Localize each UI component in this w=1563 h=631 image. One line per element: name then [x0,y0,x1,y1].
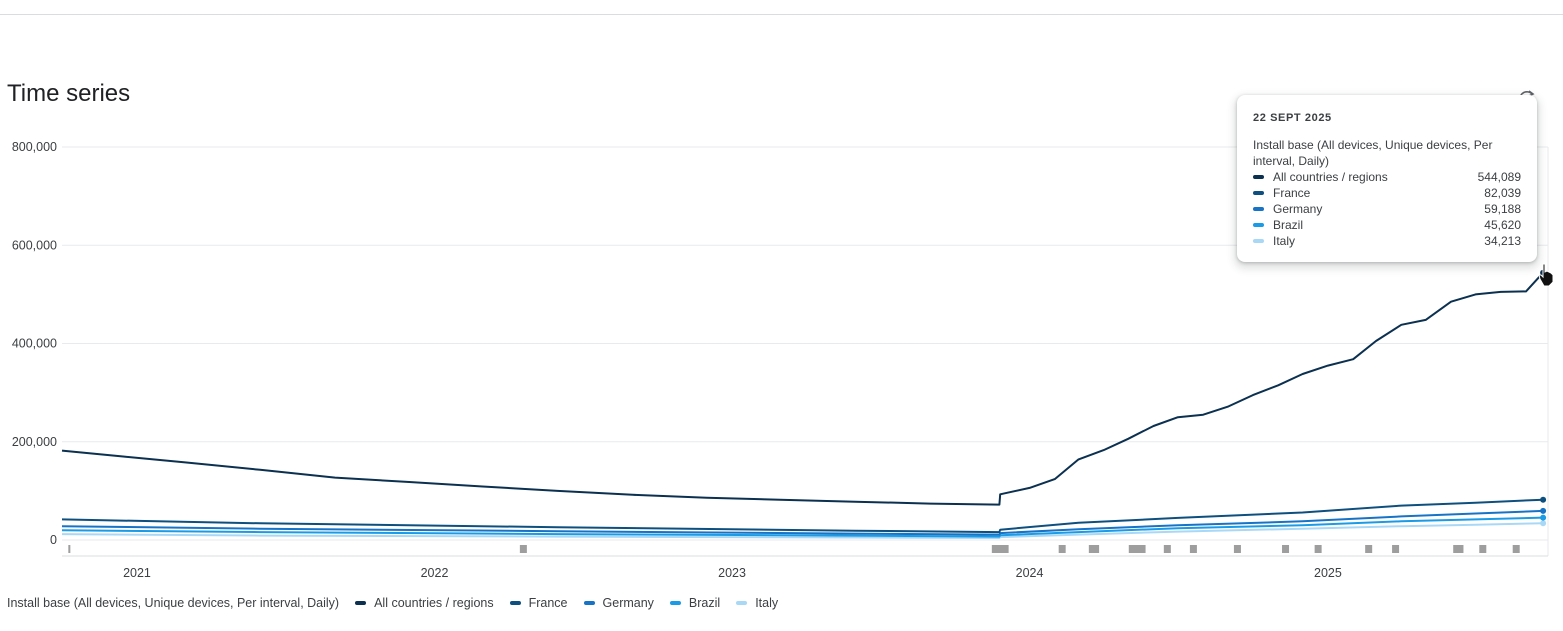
y-tick-label: 800,000 [12,140,57,154]
legend-swatch [355,601,367,605]
y-tick-label: 0 [50,533,57,547]
annotation-marker [1512,545,1520,553]
tooltip-row: Italy 34,213 [1253,233,1521,249]
tooltip-row-value: 544,089 [1477,170,1521,184]
legend-swatch [583,601,595,605]
legend-item-brazil[interactable]: Brazil [669,596,721,610]
annotation-marker [1058,545,1066,553]
annotation-marker [1282,545,1290,553]
tooltip-row: All countries / regions 544,089 [1253,169,1521,185]
chart-tooltip: 22 SEPT 2025 Install base (All devices, … [1237,95,1537,262]
x-tick-label: 2025 [1314,566,1342,580]
legend-swatch [509,601,521,605]
legend-item-label: Italy [755,596,779,610]
series-end-point [1540,514,1547,521]
annotation-marker [68,545,71,553]
tooltip-swatch [1253,239,1264,243]
tooltip-date: 22 SEPT 2025 [1253,112,1332,124]
x-tick-label: 2023 [718,566,746,580]
series-line-all-countries-regions [61,272,1544,506]
chart-legend: Install base (All devices, Unique device… [7,596,794,610]
tooltip-swatch [1253,207,1264,211]
x-tick-label: 2022 [421,566,449,580]
series-line-germany [61,509,1544,536]
series-line-brazil [61,516,1544,538]
annotation-marker [1128,545,1136,553]
tooltip-row-name: All countries / regions [1273,170,1388,184]
legend-item-all-countries[interactable]: All countries / regions [355,596,494,610]
tooltip-row-value: 59,188 [1484,202,1521,216]
legend-swatch [669,601,681,605]
tooltip-swatch [1253,223,1264,227]
annotation-marker [519,545,527,553]
tooltip-row-name: Italy [1273,234,1296,248]
series-end-point [1540,520,1547,527]
legend-swatch [736,601,748,605]
y-tick-label: 400,000 [12,337,57,351]
tooltip-row-name: Brazil [1273,218,1304,232]
annotation-marker [1314,545,1322,553]
annotation-marker [1092,545,1100,553]
legend-item-france[interactable]: France [509,596,568,610]
annotation-marker [1001,545,1009,553]
annotation-marker [1133,545,1141,553]
annotation-marker [1189,545,1197,553]
annotation-marker [1365,545,1373,553]
tooltip-row: Brazil 45,620 [1253,217,1521,233]
legend-item-label: Brazil [688,596,721,610]
legend-item-label: France [528,596,568,610]
x-tick-label: 2024 [1016,566,1044,580]
annotation-marker [1233,545,1241,553]
annotation-marker [1138,545,1146,553]
tooltip-row-name: France [1273,186,1311,200]
tooltip-row-value: 34,213 [1484,234,1521,248]
legend-item-label: Germany [602,596,654,610]
tooltip-row: Germany 59,188 [1253,201,1521,217]
tooltip-row-value: 82,039 [1484,186,1521,200]
series-end-point [1540,507,1547,514]
series-end-point [1540,496,1547,503]
annotation-marker [1456,545,1464,553]
tooltip-row-value: 45,620 [1484,218,1521,232]
legend-metric-label: Install base (All devices, Unique device… [7,596,340,610]
legend-item-italy[interactable]: Italy [736,596,778,610]
legend-item-germany[interactable]: Germany [583,596,654,610]
annotation-marker [1392,545,1400,553]
series-line-france [61,498,1544,534]
annotation-marker [1163,545,1171,553]
hand-pointer-icon [1538,263,1554,287]
x-tick-label: 2021 [123,566,151,580]
annotation-marker [1479,545,1487,553]
section-title: Time series [7,80,131,107]
tooltip-row: France 82,039 [1253,185,1521,201]
tooltip-swatch [1253,175,1264,179]
legend-item-label: All countries / regions [374,596,494,610]
y-tick-label: 200,000 [12,435,57,449]
series-line-italy [61,522,1544,539]
y-tick-label: 600,000 [12,238,57,252]
tooltip-swatch [1253,191,1264,195]
tooltip-metric: Install base (All devices, Unique device… [1253,138,1493,168]
tooltip-row-name: Germany [1273,202,1323,216]
top-divider [0,14,1563,15]
